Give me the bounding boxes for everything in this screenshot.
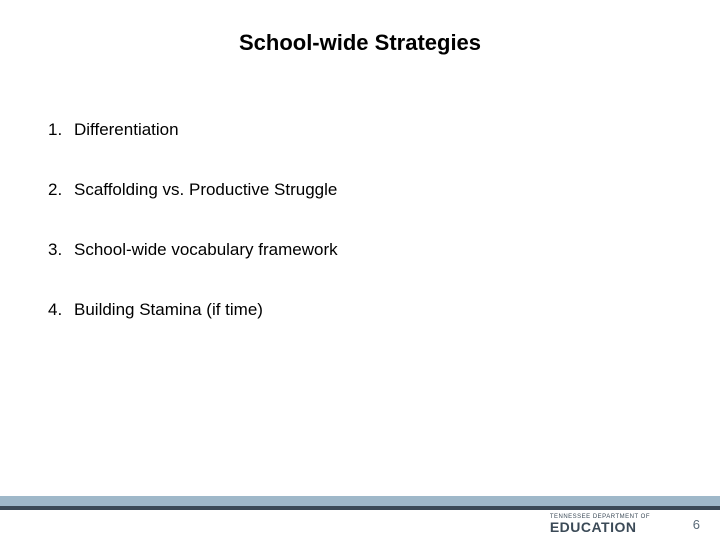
footer-bar-light: [0, 496, 720, 506]
list-item-number: 1.: [48, 120, 74, 140]
list-item: 3. School-wide vocabulary framework: [48, 240, 660, 260]
list-item: 2. Scaffolding vs. Productive Struggle: [48, 180, 660, 200]
list-item-text: School-wide vocabulary framework: [74, 240, 338, 260]
slide: School-wide Strategies 1. Differentiatio…: [0, 0, 720, 540]
footer-bar-white: TENNESSEE DEPARTMENT OF EDUCATION 6: [0, 510, 720, 540]
list-item-text: Differentiation: [74, 120, 179, 140]
list-item-text: Scaffolding vs. Productive Struggle: [74, 180, 337, 200]
footer-logo-big: EDUCATION: [550, 520, 650, 534]
list-item-text: Building Stamina (if time): [74, 300, 263, 320]
list-item-number: 4.: [48, 300, 74, 320]
list-item: 4. Building Stamina (if time): [48, 300, 660, 320]
list-item-number: 2.: [48, 180, 74, 200]
list-item-number: 3.: [48, 240, 74, 260]
slide-footer: TENNESSEE DEPARTMENT OF EDUCATION 6: [0, 496, 720, 540]
strategy-list: 1. Differentiation 2. Scaffolding vs. Pr…: [48, 120, 660, 360]
page-number: 6: [693, 517, 700, 532]
list-item: 1. Differentiation: [48, 120, 660, 140]
slide-title: School-wide Strategies: [0, 30, 720, 56]
footer-logo: TENNESSEE DEPARTMENT OF EDUCATION: [550, 514, 650, 534]
